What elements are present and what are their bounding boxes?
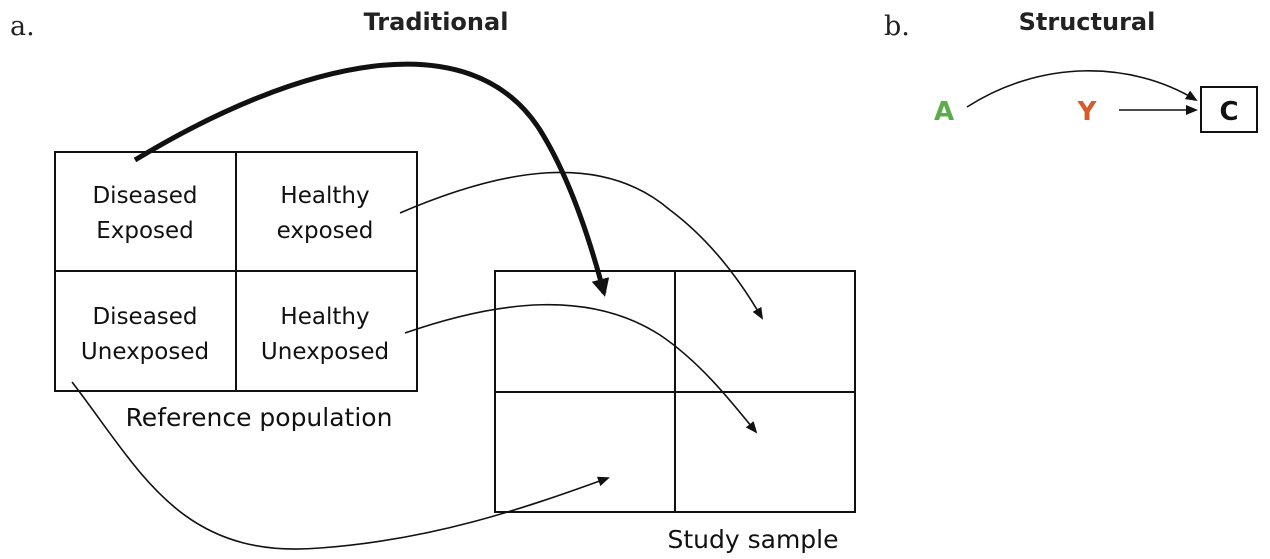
reference-population-table: Diseased Exposed Healthy exposed Disease… bbox=[54, 151, 418, 392]
cell-diseased-unexposed-line2: Unexposed bbox=[81, 339, 209, 365]
study-sample-table bbox=[494, 270, 856, 513]
cell-diseased-exposed-line1: Diseased bbox=[92, 183, 197, 209]
arrow-a-to-c bbox=[966, 70, 1198, 108]
cell-diseased-unexposed-line1: Diseased bbox=[92, 304, 197, 330]
arrow-healthy-unexposed bbox=[404, 303, 758, 434]
cell-healthy-unexposed-line2: Unexposed bbox=[261, 339, 389, 365]
arrow-diseased-exposed bbox=[133, 61, 610, 297]
arrow-healthy-exposed bbox=[399, 171, 764, 320]
node-a: A bbox=[934, 97, 954, 127]
panel-b-title: Structural bbox=[1019, 8, 1156, 36]
cell-healthy-exposed-line2: exposed bbox=[277, 218, 374, 244]
node-c-box bbox=[1200, 86, 1258, 133]
panel-a-letter: a. bbox=[10, 11, 35, 42]
node-y: Y bbox=[1077, 97, 1098, 127]
node-c: C bbox=[1219, 97, 1238, 127]
cell-healthy-unexposed-line1: Healthy bbox=[280, 304, 369, 330]
cell-healthy-exposed-line1: Healthy bbox=[280, 183, 369, 209]
arrow-diseased-unexposed bbox=[71, 381, 610, 550]
panel-b-letter: b. bbox=[884, 11, 910, 42]
cell-diseased-exposed-line2: Exposed bbox=[96, 218, 194, 244]
reference-population-caption: Reference population bbox=[126, 403, 393, 432]
panel-a-title: Traditional bbox=[364, 8, 509, 36]
study-sample-caption: Study sample bbox=[667, 525, 838, 554]
